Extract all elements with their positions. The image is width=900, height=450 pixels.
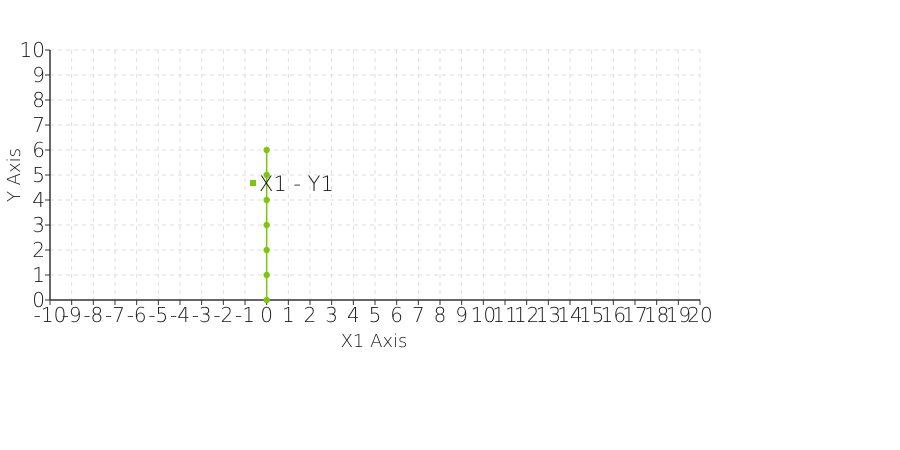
- y-tick-label: 6: [32, 138, 45, 162]
- legend-swatch: [250, 180, 256, 186]
- data-point: [263, 146, 270, 154]
- x-tick-label: 20: [687, 303, 712, 327]
- x-tick-label: 11: [492, 303, 517, 327]
- data-point: [263, 296, 270, 304]
- y-tick-label: 4: [32, 188, 45, 212]
- x-tick-label: 12: [514, 303, 539, 327]
- x-tick-label: 7: [412, 303, 425, 327]
- x-tick-label: -2: [213, 303, 233, 327]
- y-tick-label: 0: [32, 288, 45, 312]
- x-tick-label: -8: [83, 303, 103, 327]
- data-point: [263, 271, 270, 279]
- x-tick-label: 15: [579, 303, 604, 327]
- axes: [45, 49, 701, 305]
- x-tick-label: 19: [666, 303, 691, 327]
- grid: [50, 49, 701, 300]
- x-tick-labels: -10-9 -8 -7 -6 -5 -4 -3 -2 -1 0 1 2 3 4 5 6 7 8 9 101112131…: [34, 303, 713, 327]
- series-layer: [263, 146, 270, 304]
- x-tick-label: 2: [304, 303, 317, 327]
- x-tick-label: -6: [127, 303, 147, 327]
- x-tick-label: 5: [369, 303, 382, 327]
- x-tick-label: 0: [260, 303, 273, 327]
- y-tick-label: 1: [32, 263, 45, 287]
- x-tick-label: 9: [455, 303, 468, 327]
- y-tick-label: 9: [32, 63, 45, 87]
- x-tick-label: -9: [62, 303, 82, 327]
- y-axis-title: Y Axis: [4, 148, 25, 202]
- legend: X1 - Y1: [250, 172, 334, 196]
- x-tick-label: 16: [601, 303, 626, 327]
- x-tick-label: 4: [347, 303, 360, 327]
- x-tick-label: 18: [644, 303, 669, 327]
- x-tick-label: -1: [235, 303, 255, 327]
- x-tick-label: 3: [325, 303, 338, 327]
- x-tick-label: 6: [390, 303, 403, 327]
- x-tick-label: 8: [434, 303, 447, 327]
- x-tick-label: -10: [34, 303, 67, 327]
- x-tick-label: 13: [536, 303, 561, 327]
- x-tick-label: -4: [170, 303, 190, 327]
- data-point: [263, 196, 270, 204]
- x-tick-label: -3: [192, 303, 212, 327]
- x-tick-label: 10: [471, 303, 496, 327]
- y-tick-label: 10: [20, 38, 45, 62]
- data-point: [263, 221, 270, 229]
- y-tick-label: 2: [32, 238, 45, 262]
- data-point: [263, 246, 270, 254]
- x-tick-label: 17: [622, 303, 647, 327]
- data-point: [263, 171, 270, 179]
- x-tick-label: 14: [557, 303, 582, 327]
- x-axis-title: X1 Axis: [341, 331, 408, 352]
- x-tick-label: -5: [148, 303, 168, 327]
- y-tick-label: 7: [32, 113, 45, 137]
- y-tick-label: 8: [32, 88, 45, 112]
- y-tick-label: 3: [32, 213, 45, 237]
- y-tick-label: 5: [32, 163, 45, 187]
- x-tick-label: -7: [105, 303, 125, 327]
- legend-label: X1 - Y1: [259, 172, 334, 196]
- x-tick-label: 1: [282, 303, 295, 327]
